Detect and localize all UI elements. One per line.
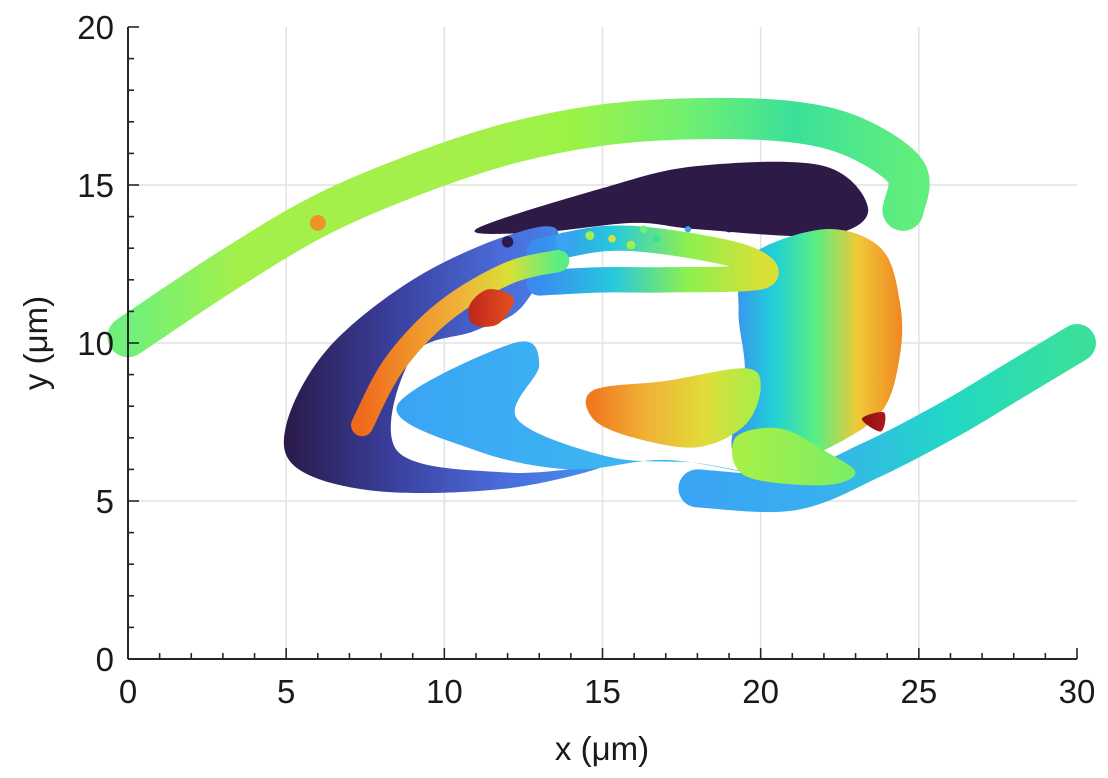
x-tick-label: 25	[900, 673, 937, 710]
droplet	[309, 215, 326, 231]
surface-dark-upper-lobe	[474, 161, 869, 237]
surface-bottom-green-node	[731, 427, 856, 486]
droplet	[585, 231, 595, 240]
droplets	[309, 215, 733, 252]
x-tick-label: 0	[119, 673, 137, 710]
axes	[127, 26, 1078, 660]
y-tick-label: 0	[96, 641, 114, 678]
droplet	[626, 240, 636, 250]
y-tick-label: 20	[77, 9, 114, 46]
x-tick-label: 20	[742, 673, 779, 710]
surface-lower-right-arc	[678, 324, 1096, 513]
x-tick-label: 10	[426, 673, 463, 710]
surface-lower-rod	[585, 368, 761, 448]
droplet	[684, 226, 692, 233]
surface-right-small-knob	[861, 412, 886, 432]
droplet	[652, 234, 661, 243]
surface-left-small-knob	[468, 289, 515, 327]
tick-labels: 0 5 10 15 20 25 30 0 5 10 15 20	[77, 9, 1095, 710]
x-axis-title: x (μm)	[555, 730, 649, 767]
droplet	[555, 232, 575, 252]
surface-upper-rod	[526, 225, 779, 296]
droplet	[725, 226, 733, 233]
surfaces	[107, 97, 1096, 513]
droplet	[639, 225, 648, 234]
surface-mid-blue-band	[396, 341, 762, 476]
droplet	[608, 234, 616, 243]
droplet	[501, 236, 514, 248]
x-tick-label: 15	[584, 673, 621, 710]
x-tick-label: 5	[277, 673, 295, 710]
surface-upper-arc	[107, 97, 930, 358]
surface-left-rod	[351, 249, 570, 437]
y-axis-title: y (μm)	[17, 296, 54, 390]
y-tick-label: 10	[77, 325, 114, 362]
y-tick-label: 5	[96, 483, 114, 520]
x-tick-label: 30	[1059, 673, 1096, 710]
surface-right-column	[731, 229, 903, 470]
y-tick-label: 15	[77, 167, 114, 204]
